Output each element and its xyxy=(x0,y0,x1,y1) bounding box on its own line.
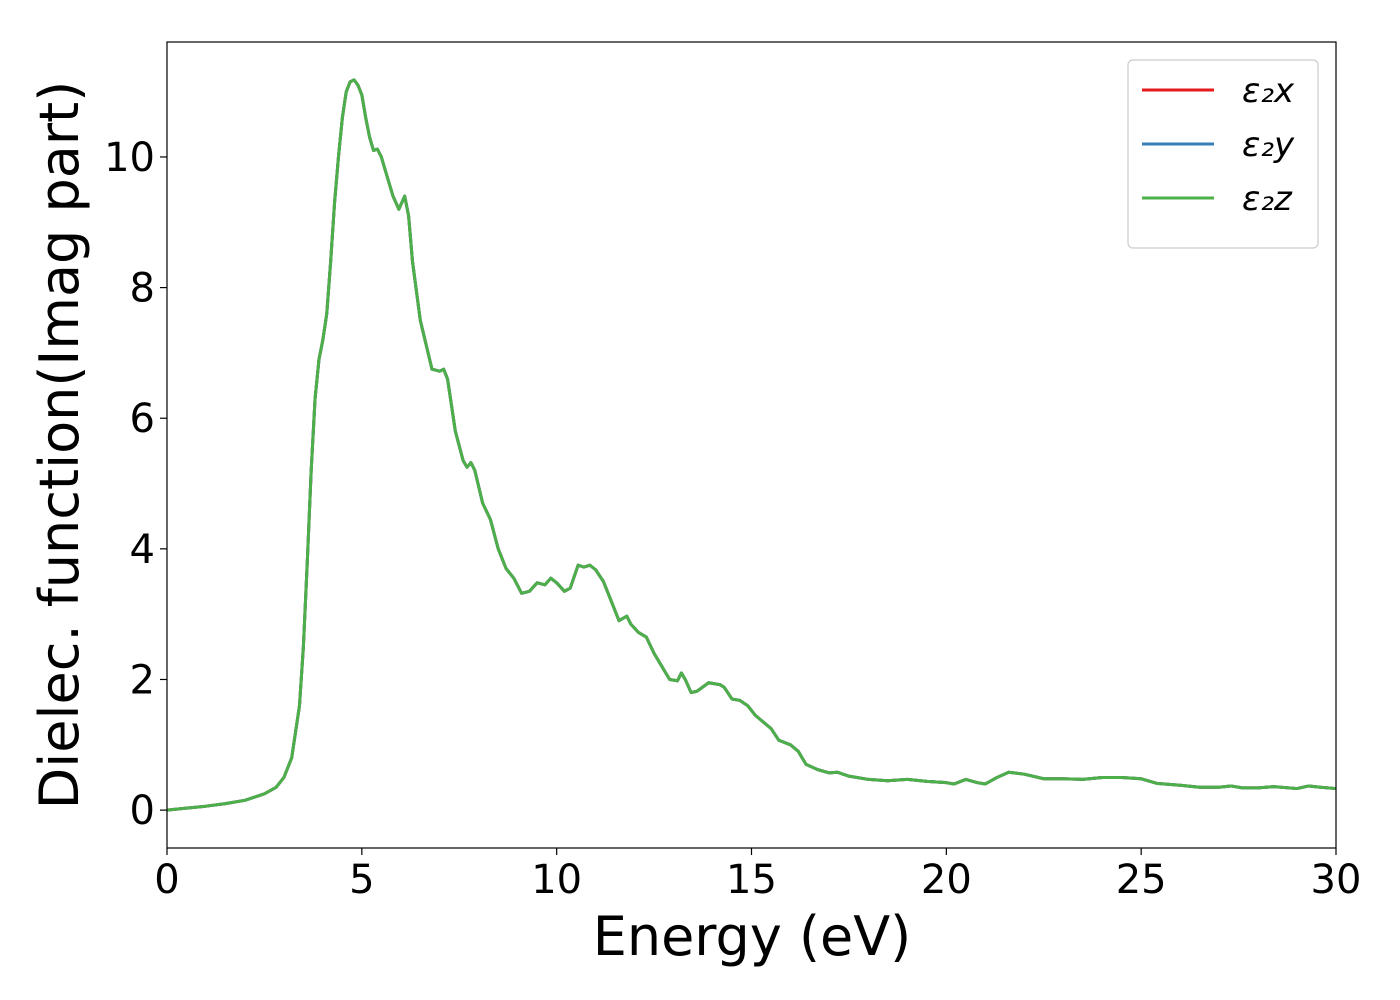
x-tick-label: 15 xyxy=(726,857,777,903)
x-tick-label: 5 xyxy=(349,857,374,903)
data-line xyxy=(166,78,1337,812)
y-tick-label: 8 xyxy=(130,266,155,312)
y-tick-label: 10 xyxy=(104,135,155,181)
y-tick-label: 6 xyxy=(130,396,155,442)
plot-lines xyxy=(166,78,1337,812)
legend-label: ε₂y xyxy=(1242,125,1295,165)
legend-box xyxy=(1127,59,1319,249)
x-axis-label: Energy (eV) xyxy=(593,905,912,968)
legend-label: ε₂x xyxy=(1242,71,1295,111)
y-tick-label: 4 xyxy=(130,527,155,573)
legend-label: ε₂z xyxy=(1242,179,1293,219)
x-tick-label: 25 xyxy=(1116,857,1167,903)
x-tick-label: 0 xyxy=(154,857,179,903)
x-tick-label: 20 xyxy=(921,857,972,903)
y-axis-label: Dielec. function(Imag part) xyxy=(28,81,91,810)
y-tick-label: 0 xyxy=(130,788,155,834)
x-tick-label: 10 xyxy=(531,857,582,903)
legend: ε₂x ε₂y ε₂z xyxy=(1127,59,1319,249)
x-tick-label: 30 xyxy=(1311,857,1362,903)
y-tick-label: 2 xyxy=(130,657,155,703)
